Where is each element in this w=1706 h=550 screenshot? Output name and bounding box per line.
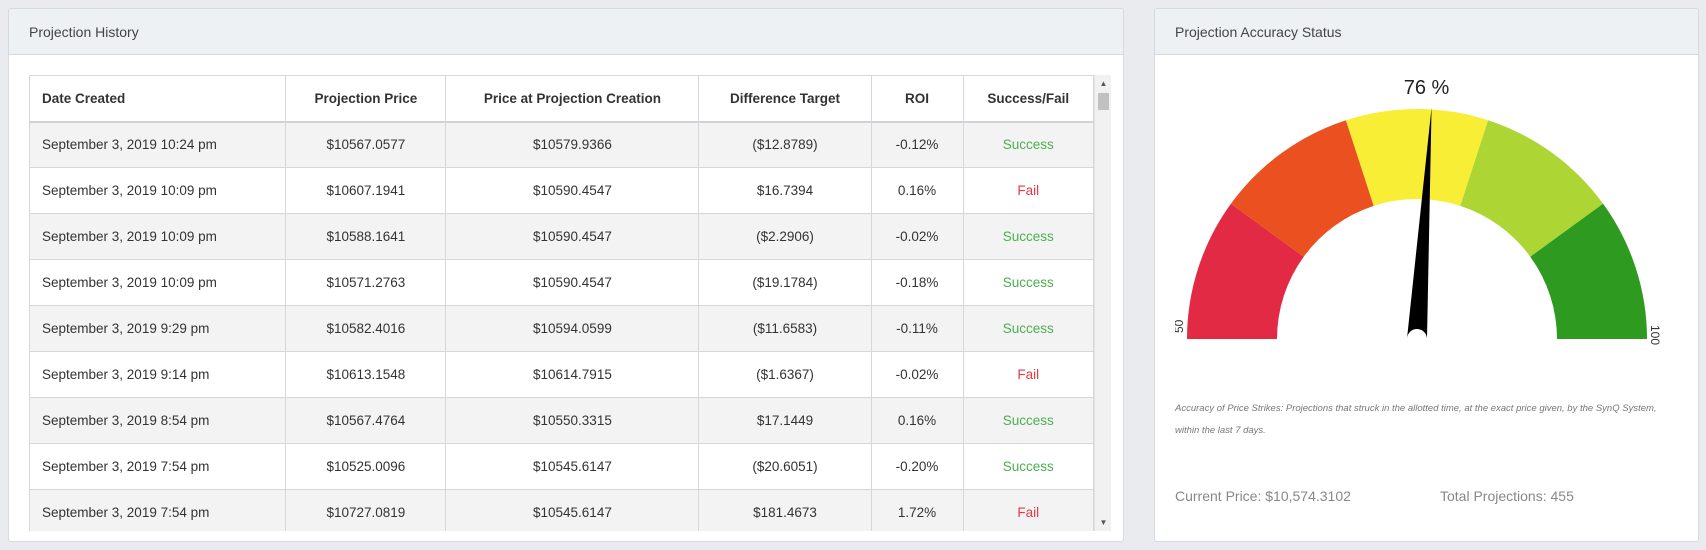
cell-roi: -0.18%	[870, 259, 964, 306]
cell-difference-target: ($20.6051)	[698, 443, 872, 490]
gauge-band	[1530, 203, 1647, 339]
table-row[interactable]: September 3, 2019 8:54 pm $10567.4764 $105…	[29, 397, 1095, 444]
cell-projection-price: $10613.1548	[285, 351, 447, 398]
scroll-up-arrow-icon[interactable]: ▲	[1099, 79, 1108, 88]
cell-roi: -0.11%	[870, 305, 964, 352]
panel-title: Projection Accuracy Status	[1155, 9, 1698, 55]
cell-price-at-creation: $10579.9366	[445, 121, 700, 168]
cell-price-at-creation: $10550.3315	[445, 397, 700, 444]
gauge-band	[1460, 120, 1604, 257]
cell-date-created: September 3, 2019 10:09 pm	[29, 259, 287, 306]
projection-accuracy-panel: Projection Accuracy Status 76 % 50 100 A…	[1154, 8, 1699, 542]
column-header-date-created[interactable]: Date Created	[29, 75, 287, 123]
gauge-band	[1187, 203, 1304, 339]
cell-projection-price: $10567.0577	[285, 121, 447, 168]
gauge-band	[1230, 120, 1374, 257]
cell-price-at-creation: $10545.6147	[445, 443, 700, 490]
table-scrollbar[interactable]: ▲ ▼	[1094, 75, 1111, 531]
cell-success-fail: Fail	[962, 351, 1095, 398]
gauge-bands	[1187, 109, 1647, 339]
cell-difference-target: ($11.6583)	[698, 305, 872, 352]
cell-roi: -0.20%	[870, 443, 964, 490]
cell-price-at-creation: $10594.0599	[445, 305, 700, 352]
gauge-min-label: 50	[1175, 319, 1186, 333]
cell-roi: -0.02%	[870, 213, 964, 260]
gauge-max-label: 100	[1648, 325, 1662, 345]
column-header-price-at-creation[interactable]: Price at Projection Creation	[445, 75, 700, 123]
projection-history-panel: Projection History Date Created Projecti…	[8, 8, 1124, 542]
cell-difference-target: ($19.1784)	[698, 259, 872, 306]
table-row[interactable]: September 3, 2019 9:14 pm $10613.1548 $106…	[29, 351, 1095, 398]
cell-success-fail: Success	[962, 443, 1095, 490]
gauge-band	[1345, 109, 1489, 206]
table-header-row: Date Created Projection Price Price at P…	[29, 75, 1095, 123]
table-row[interactable]: September 3, 2019 10:09 pm $10571.2763 $10…	[29, 259, 1095, 306]
cell-difference-target: $181.4673	[698, 489, 872, 531]
scroll-thumb[interactable]	[1098, 93, 1109, 110]
gauge-needle-icon	[1407, 107, 1432, 340]
table-row[interactable]: September 3, 2019 9:29 pm $10582.4016 $105…	[29, 305, 1095, 352]
scroll-down-arrow-icon[interactable]: ▼	[1099, 518, 1108, 527]
cell-difference-target: $16.7394	[698, 167, 872, 214]
cell-roi: -0.12%	[870, 121, 964, 168]
column-header-success-fail[interactable]: Success/Fail	[962, 75, 1095, 123]
cell-price-at-creation: $10545.6147	[445, 489, 700, 531]
cell-success-fail: Success	[962, 213, 1095, 260]
cell-success-fail: Success	[962, 121, 1095, 168]
cell-difference-target: ($2.2906)	[698, 213, 872, 260]
cell-success-fail: Fail	[962, 489, 1095, 531]
cell-price-at-creation: $10590.4547	[445, 259, 700, 306]
cell-projection-price: $10567.4764	[285, 397, 447, 444]
cell-roi: 1.72%	[870, 489, 964, 531]
projection-history-table: Date Created Projection Price Price at P…	[29, 75, 1095, 531]
cell-date-created: September 3, 2019 7:54 pm	[29, 443, 287, 490]
cell-projection-price: $10582.4016	[285, 305, 447, 352]
cell-price-at-creation: $10614.7915	[445, 351, 700, 398]
cell-date-created: September 3, 2019 8:54 pm	[29, 397, 287, 444]
cell-projection-price: $10588.1641	[285, 213, 447, 260]
accuracy-note: Accuracy of Price Strikes: Projections t…	[1175, 403, 1657, 436]
table-row[interactable]: September 3, 2019 10:09 pm $10607.1941 $10…	[29, 167, 1095, 214]
column-header-roi[interactable]: ROI	[870, 75, 964, 123]
cell-date-created: September 3, 2019 10:09 pm	[29, 213, 287, 260]
cell-projection-price: $10607.1941	[285, 167, 447, 214]
cell-projection-price: $10525.0096	[285, 443, 447, 490]
cell-date-created: September 3, 2019 9:14 pm	[29, 351, 287, 398]
table-row[interactable]: September 3, 2019 7:54 pm $10727.0819 $105…	[29, 489, 1095, 531]
cell-date-created: September 3, 2019 10:09 pm	[29, 167, 287, 214]
cell-projection-price: $10727.0819	[285, 489, 447, 531]
cell-difference-target: ($1.6367)	[698, 351, 872, 398]
column-header-difference-target[interactable]: Difference Target	[698, 75, 872, 123]
cell-projection-price: $10571.2763	[285, 259, 447, 306]
cell-success-fail: Fail	[962, 167, 1095, 214]
cell-success-fail: Success	[962, 305, 1095, 352]
cell-roi: 0.16%	[870, 167, 964, 214]
cell-difference-target: $17.1449	[698, 397, 872, 444]
cell-price-at-creation: $10590.4547	[445, 213, 700, 260]
cell-date-created: September 3, 2019 9:29 pm	[29, 305, 287, 352]
table-row[interactable]: September 3, 2019 7:54 pm $10525.0096 $105…	[29, 443, 1095, 490]
cell-success-fail: Success	[962, 259, 1095, 306]
cell-date-created: September 3, 2019 7:54 pm	[29, 489, 287, 531]
cell-roi: -0.02%	[870, 351, 964, 398]
total-projections: Total Projections: 455	[1440, 488, 1574, 504]
gauge-percent-label: 76 %	[1403, 77, 1450, 99]
accuracy-gauge: 50 100	[1175, 107, 1662, 345]
panel-title: Projection History	[9, 9, 1123, 55]
history-table-container[interactable]: Date Created Projection Price Price at P…	[29, 75, 1113, 531]
cell-difference-target: ($12.8789)	[698, 121, 872, 168]
cell-success-fail: Success	[962, 397, 1095, 444]
cell-roi: 0.16%	[870, 397, 964, 444]
cell-date-created: September 3, 2019 10:24 pm	[29, 121, 287, 168]
cell-price-at-creation: $10590.4547	[445, 167, 700, 214]
column-header-projection-price[interactable]: Projection Price	[285, 75, 447, 123]
table-row[interactable]: September 3, 2019 10:09 pm $10588.1641 $10…	[29, 213, 1095, 260]
current-price: Current Price: $10,574.3102	[1175, 488, 1351, 504]
table-row[interactable]: September 3, 2019 10:24 pm $10567.0577 $10…	[29, 121, 1095, 168]
